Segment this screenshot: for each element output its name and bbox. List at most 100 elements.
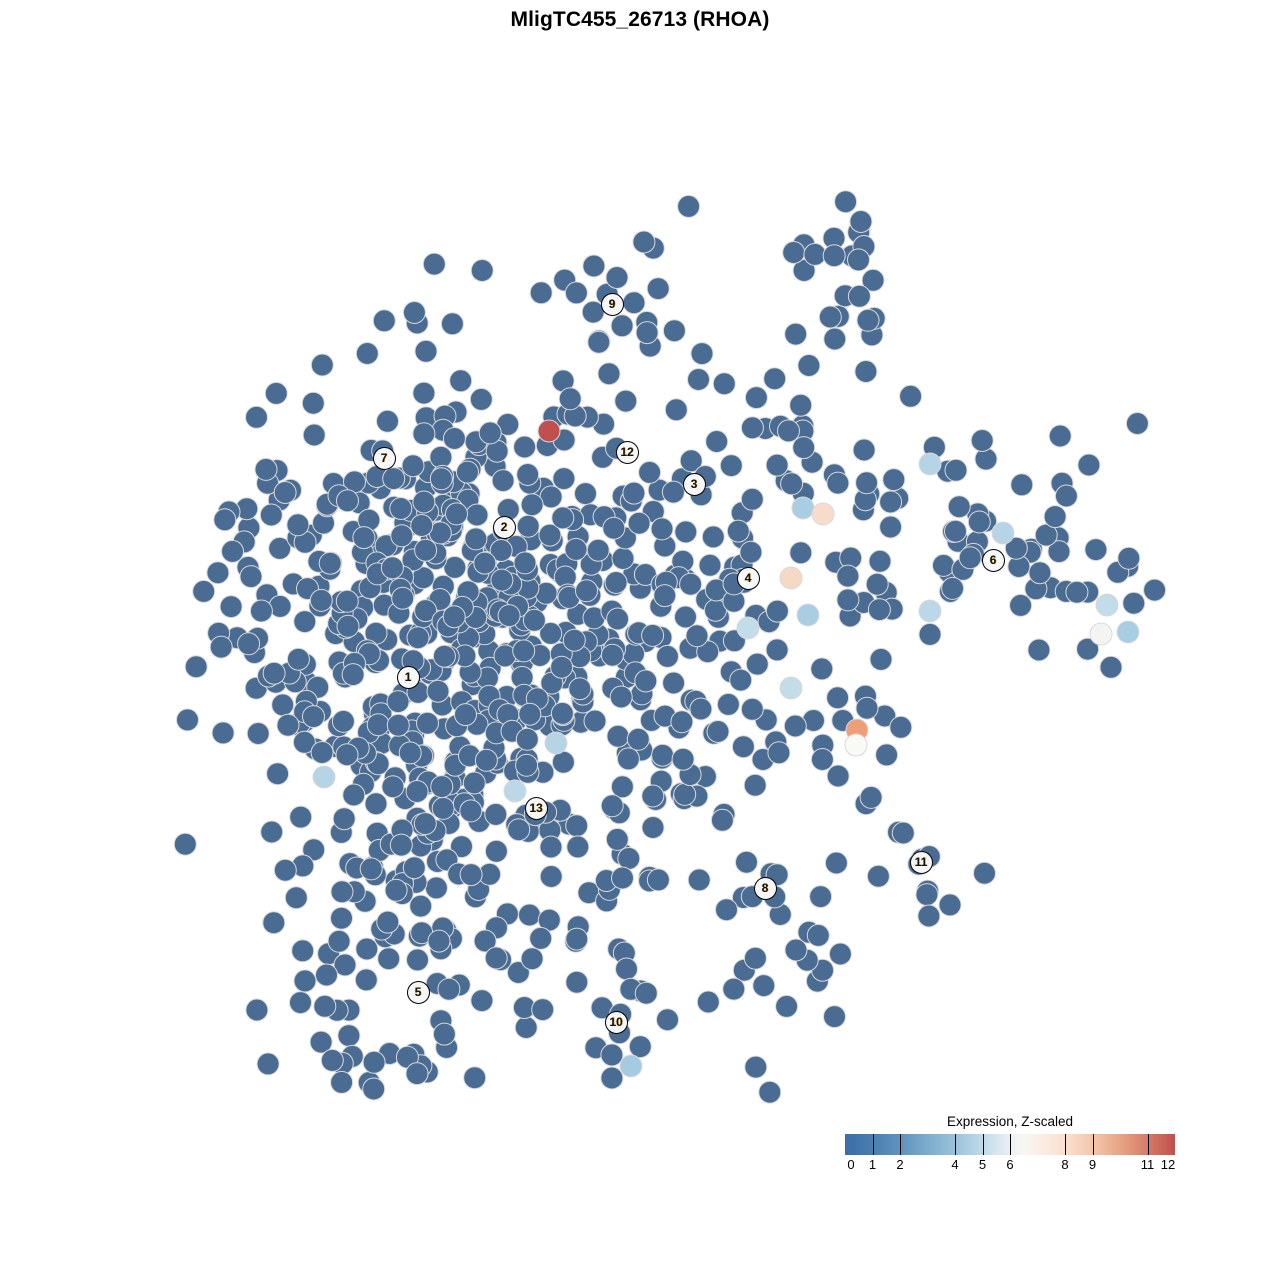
scatter-point: [302, 423, 326, 447]
scatter-point: [412, 381, 436, 405]
cluster-badge-2[interactable]: 2: [492, 515, 516, 539]
scatter-point: [337, 1024, 361, 1048]
scatter-point: [478, 421, 502, 445]
scatter-point: [489, 539, 513, 562]
scatter-point: [389, 833, 413, 857]
scatter-point: [1010, 473, 1034, 497]
scatter-point: [1116, 620, 1140, 644]
scatter-point: [879, 515, 903, 539]
scatter-point: [364, 792, 388, 816]
scatter-point: [302, 838, 326, 862]
scatter-point: [606, 724, 630, 748]
scatter-point: [743, 773, 767, 797]
colorbar-tick-8: [1065, 1134, 1067, 1155]
scatter-point: [701, 525, 725, 549]
scatter-point: [744, 1055, 768, 1079]
scatter-point: [656, 644, 679, 668]
scatter-point: [973, 861, 996, 885]
scatter-point: [237, 632, 261, 656]
colorbar-tick-1: [872, 1134, 874, 1155]
scatter-point: [341, 663, 365, 687]
scatter-point: [292, 730, 316, 754]
scatter-point: [412, 490, 436, 514]
cluster-badge-4[interactable]: 4: [736, 566, 760, 590]
cluster-badge-3[interactable]: 3: [682, 472, 706, 496]
scatter-point: [249, 599, 273, 623]
scatter-point: [173, 832, 197, 856]
scatter-point: [389, 497, 413, 520]
cluster-badge-7[interactable]: 7: [372, 446, 396, 470]
scatter-point: [565, 927, 589, 951]
scatter-point: [445, 502, 468, 526]
scatter-point: [352, 526, 376, 550]
scatter-point: [413, 812, 437, 836]
cluster-badge-8[interactable]: 8: [753, 876, 777, 900]
scatter-point: [473, 551, 497, 575]
scatter-point: [382, 467, 406, 491]
scatter-point: [386, 690, 410, 714]
cluster-badge-12[interactable]: 12: [615, 440, 639, 464]
colorbar-tick-labels: 0 1 2 4 5 6 8 9 11 12: [845, 1157, 1175, 1177]
cluster-badge-5[interactable]: 5: [406, 980, 430, 1004]
scatter-point: [650, 517, 674, 541]
scatter-point: [539, 835, 563, 859]
scatter-point: [539, 621, 563, 645]
scatter-point: [184, 655, 208, 679]
scatter-point: [855, 471, 879, 495]
scatter-point: [318, 551, 342, 575]
cluster-badge-10[interactable]: 10: [604, 1010, 628, 1034]
scatter-point: [617, 847, 641, 870]
cluster-badge-9[interactable]: 9: [600, 292, 624, 316]
scatter-point: [810, 657, 834, 681]
scatter-point: [710, 808, 734, 832]
scatter-point: [515, 753, 539, 777]
scatter-point: [740, 487, 764, 511]
scatter-point: [484, 802, 508, 826]
scatter-point: [262, 911, 286, 935]
scatter-point: [401, 454, 425, 478]
scatter-point: [849, 210, 873, 233]
scatter-point: [687, 868, 711, 892]
scatter-point: [866, 864, 890, 888]
scatter-point: [380, 556, 404, 580]
colorbar-wrap: [845, 1134, 1175, 1155]
scatter-point: [335, 589, 359, 613]
scatter-point: [429, 445, 453, 469]
scatter-point: [398, 741, 422, 765]
scatter-point: [414, 339, 438, 363]
cluster-badge-11[interactable]: 11: [909, 850, 933, 874]
cluster-badge-6[interactable]: 6: [981, 548, 1005, 572]
scatter-point: [944, 458, 968, 482]
cluster-badge-13[interactable]: 13: [524, 796, 548, 820]
cluster-badge-1[interactable]: 1: [396, 665, 420, 689]
scatter-point: [689, 697, 713, 721]
scatter-point: [459, 863, 483, 887]
scatter-point: [291, 939, 315, 963]
scatter-point: [406, 626, 430, 650]
scatter-point: [947, 495, 971, 519]
scatter-point: [1043, 505, 1067, 529]
scatter-point: [600, 794, 624, 818]
scatter-point: [412, 422, 436, 446]
scatter-point: [192, 579, 216, 603]
scatter-point: [641, 623, 665, 647]
scatter-point: [558, 387, 582, 411]
scatter-point: [331, 709, 355, 733]
scatter-point: [376, 910, 400, 934]
scatter-point: [410, 514, 434, 537]
scatter-point: [615, 957, 638, 981]
scatter-point: [780, 472, 804, 496]
scatter-point: [256, 1052, 280, 1076]
scatter-point: [529, 926, 553, 950]
scatter-point: [696, 990, 720, 1014]
scatter-point: [765, 638, 789, 662]
scatter-point: [777, 419, 800, 443]
scatter-point: [826, 471, 850, 495]
scatter-point: [512, 639, 536, 663]
scatter-point: [336, 614, 360, 638]
scatter-point: [745, 652, 769, 676]
scatter-point: [823, 327, 847, 351]
scatter-point: [484, 839, 508, 863]
scatter-point: [740, 697, 764, 721]
scatter-point: [958, 546, 982, 570]
